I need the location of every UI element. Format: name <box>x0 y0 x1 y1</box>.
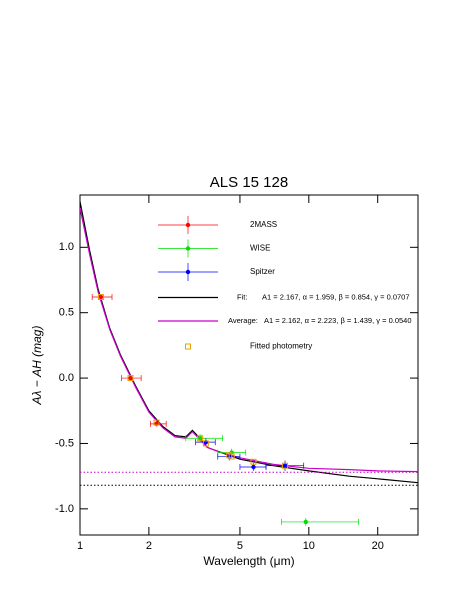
legend-marker <box>185 222 191 228</box>
legend-label: Average: <box>228 316 258 325</box>
x-tick-label: 10 <box>303 540 315 552</box>
fitted-point <box>127 375 134 382</box>
data-point <box>282 463 288 468</box>
y-axis-title: Aλ − AH (mag) <box>30 326 44 406</box>
legend-label: WISE <box>250 244 270 253</box>
fitted-point <box>153 419 160 426</box>
legend-label: Fit: <box>237 292 247 301</box>
data-point <box>128 375 133 381</box>
fitted-point <box>250 458 257 465</box>
fitted-point <box>97 294 104 300</box>
y-tick-label: -1.0 <box>55 503 74 515</box>
curve <box>80 207 418 473</box>
fitted-point <box>228 453 235 460</box>
fitted-point <box>202 440 209 447</box>
x-axis-title: Wavelength (μm) <box>203 554 294 568</box>
legend-label: Fitted photometry <box>250 342 312 351</box>
x-tick-label: 5 <box>237 540 243 552</box>
fitted-point <box>197 435 204 442</box>
legend-label: Spitzer <box>250 267 275 276</box>
legend-params: A1 = 2.162, α = 2.223, β = 1.439, γ = 0.… <box>264 316 412 325</box>
plot-frame <box>79 194 419 536</box>
data-point <box>303 519 308 525</box>
y-tick-label: 1.0 <box>59 241 74 253</box>
legend-params: A1 = 2.167, α = 1.959, β = 0.854, γ = 0.… <box>262 292 410 301</box>
data-point <box>98 294 104 300</box>
fitted-point <box>282 462 289 469</box>
legend-label: 2MASS <box>250 220 277 229</box>
chart-title: ALS 15 128 <box>210 174 288 191</box>
curve <box>80 201 418 484</box>
x-tick-label: 2 <box>146 540 152 552</box>
legend-marker <box>185 343 191 350</box>
y-tick-label: -0.5 <box>55 437 74 449</box>
legend-marker <box>185 246 191 251</box>
legend-marker <box>185 269 191 275</box>
x-tick-label: 20 <box>372 540 384 552</box>
y-tick-label: 0.0 <box>59 372 74 384</box>
data-point <box>251 464 256 470</box>
data-point <box>197 436 203 441</box>
y-tick-label: 0.5 <box>59 307 74 319</box>
x-tick-label: 1 <box>77 540 83 552</box>
